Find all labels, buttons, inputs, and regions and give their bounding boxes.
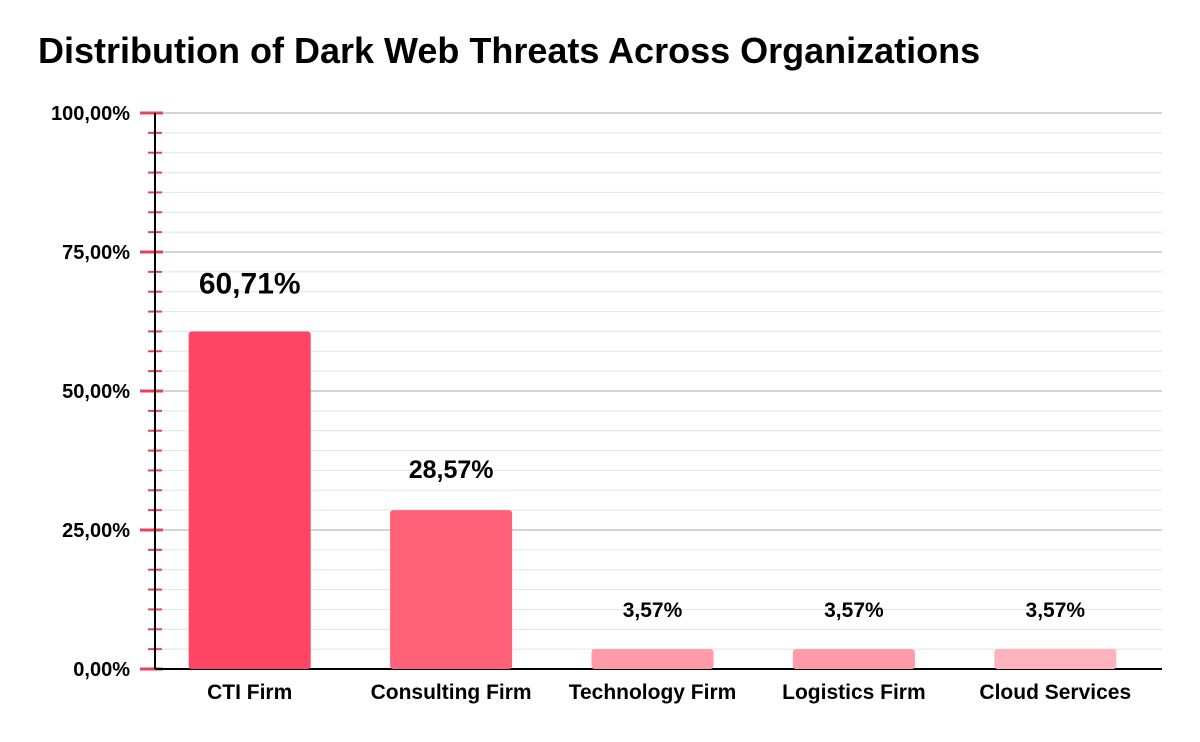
y-tick-label: 75,00%	[62, 242, 130, 264]
data-label: 28,57%	[409, 456, 494, 484]
y-tick-label: 25,00%	[62, 520, 130, 542]
bar	[792, 649, 915, 669]
x-tick-label: CTI Firm	[207, 681, 292, 704]
gridlines	[155, 112, 1162, 650]
y-tick-label: 0,00%	[73, 659, 130, 681]
y-tick-label: 50,00%	[62, 381, 130, 403]
data-label: 60,71%	[199, 267, 301, 300]
bar	[390, 510, 513, 669]
bar	[188, 331, 311, 669]
x-tick-label: Logistics Firm	[782, 681, 926, 704]
bar	[591, 649, 714, 669]
y-tick-label: 100,00%	[51, 103, 130, 125]
chart-title: Distribution of Dark Web Threats Across …	[38, 30, 981, 71]
x-tick-label: Technology Firm	[569, 681, 737, 704]
x-tick-label: Consulting Firm	[371, 681, 532, 704]
x-tick-label: Cloud Services	[979, 681, 1131, 704]
data-label: 3,57%	[1026, 599, 1086, 622]
data-label: 3,57%	[824, 599, 884, 622]
labels: 0,00% 25,00% 50,00% 75,00% 100,00% 60,71% CTI …	[51, 103, 1131, 704]
bars	[188, 331, 1117, 669]
data-label: 3,57%	[623, 599, 683, 622]
bar	[994, 649, 1117, 669]
